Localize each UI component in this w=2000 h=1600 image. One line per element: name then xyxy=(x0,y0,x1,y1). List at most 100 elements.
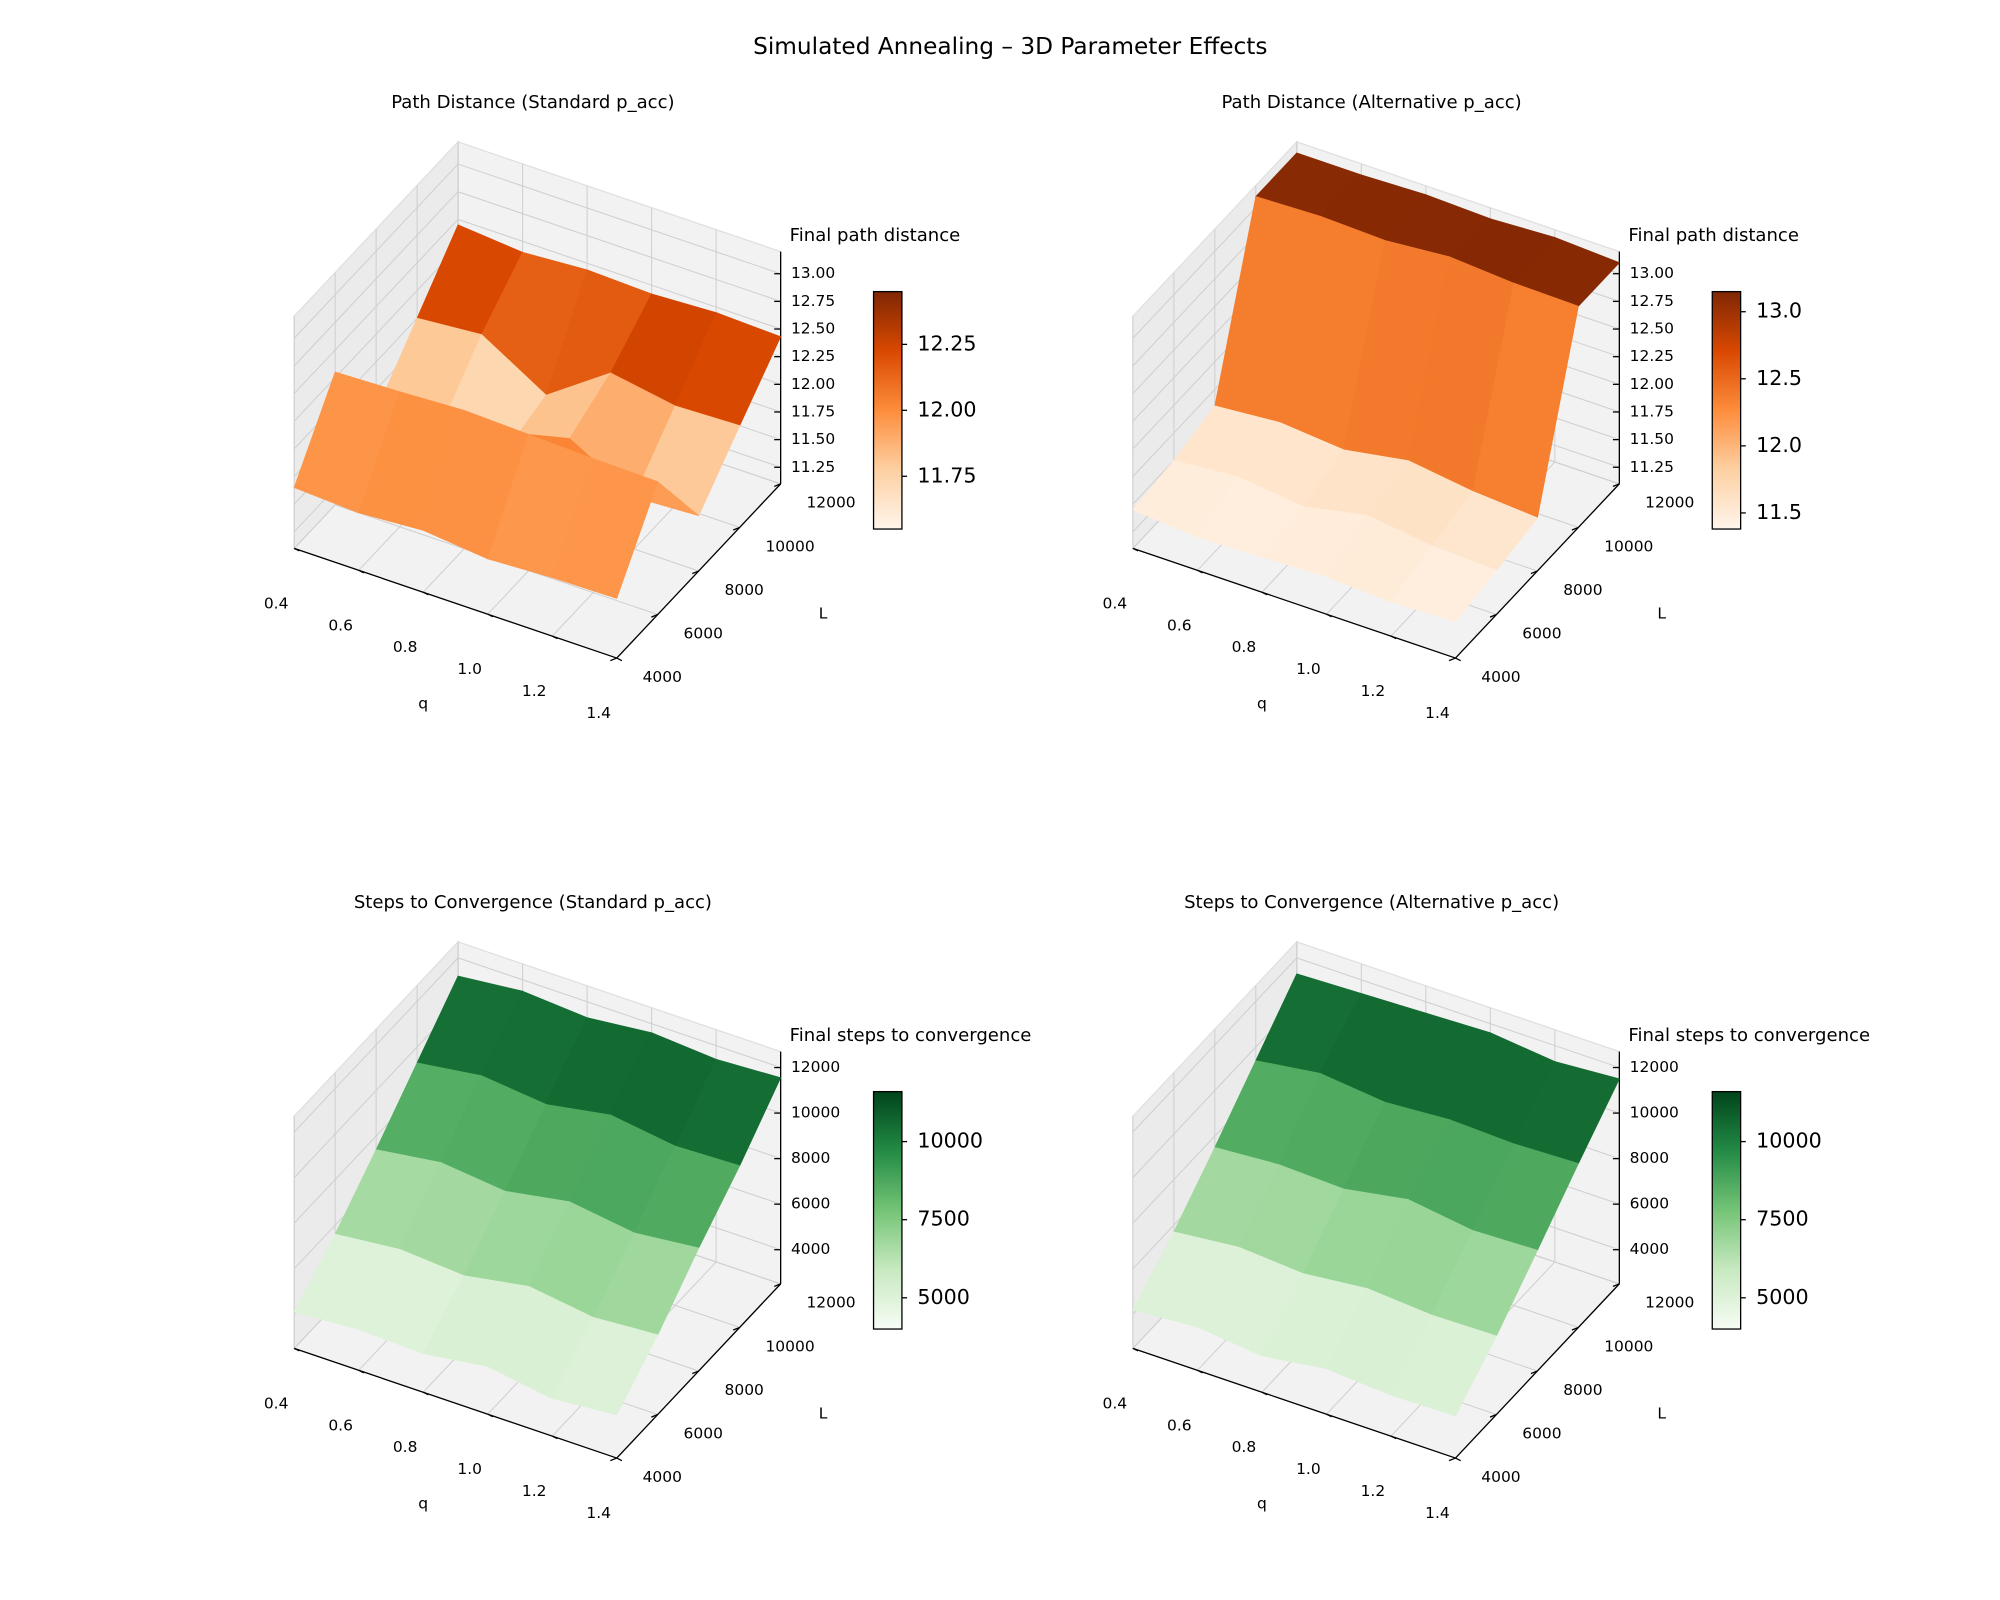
colorbar-tick-label: 12.0 xyxy=(1756,433,1802,457)
z-tick-label: 12.25 xyxy=(791,347,835,365)
x-axis-label: q xyxy=(1257,695,1267,713)
z-tick-label: 12.75 xyxy=(791,292,835,310)
z-tick-label: 6000 xyxy=(1630,1195,1669,1213)
subplot-title: Path Distance (Alternative p_acc) xyxy=(1221,92,1521,113)
y-tick-label: 4000 xyxy=(643,1468,682,1486)
colorbar-tick-label: 5000 xyxy=(917,1285,970,1309)
z-axis-label: Final steps to convergence xyxy=(1628,1025,1870,1046)
colorbar-tick-label: 13.0 xyxy=(1756,299,1802,323)
subplot-title: Steps to Convergence (Alternative p_acc) xyxy=(1184,892,1559,913)
x-tick-label: 0.6 xyxy=(1167,616,1192,634)
y-tick-label: 10000 xyxy=(765,537,814,555)
tick-mark xyxy=(616,657,623,662)
y-axis-label: L xyxy=(819,604,828,622)
z-tick-label: 12.50 xyxy=(791,320,835,338)
z-tick-label: 6000 xyxy=(791,1195,830,1213)
y-tick-label: 6000 xyxy=(1522,624,1561,642)
x-tick-label: 0.6 xyxy=(328,1416,353,1434)
axis-line xyxy=(616,1283,782,1459)
colorbar-tick-label: 10000 xyxy=(917,1129,983,1153)
tick-mark xyxy=(1455,1457,1461,1462)
z-tick-label: 4000 xyxy=(1630,1240,1669,1258)
y-tick-label: 4000 xyxy=(1481,1468,1520,1486)
y-tick-label: 6000 xyxy=(684,624,723,642)
axis-line xyxy=(293,547,617,659)
y-tick-label: 12000 xyxy=(1645,494,1694,512)
y-tick-label: 12000 xyxy=(806,1294,855,1312)
x-axis-label: q xyxy=(418,1495,428,1513)
grid-line xyxy=(457,191,781,302)
x-tick-label: 1.0 xyxy=(457,660,482,678)
colorbar-tick-label: 10000 xyxy=(1756,1129,1822,1153)
grid-line xyxy=(293,1003,459,1178)
y-tick-label: 4000 xyxy=(1481,668,1520,686)
x-axis-label: q xyxy=(418,695,428,713)
axis-line xyxy=(1455,1283,1620,1459)
tick-mark xyxy=(1455,657,1461,662)
surface-cell xyxy=(551,458,659,599)
z-tick-label: 12000 xyxy=(1630,1058,1679,1076)
y-tick-label: 10000 xyxy=(1604,537,1653,555)
z-tick-label: 11.75 xyxy=(791,402,835,420)
x-tick-label: 1.4 xyxy=(586,704,611,722)
colorbar xyxy=(872,290,903,530)
axis-line xyxy=(1132,547,1456,659)
axis-line xyxy=(1455,483,1620,659)
z-tick-label: 8000 xyxy=(791,1149,830,1167)
axis-line xyxy=(1132,1347,1456,1459)
z-tick-label: 8000 xyxy=(1630,1149,1669,1167)
surface-cell xyxy=(1390,545,1498,623)
z-tick-label: 11.25 xyxy=(791,458,835,476)
z-axis-label: Final steps to convergence xyxy=(790,1025,1032,1046)
z-tick-label: 12.25 xyxy=(1630,347,1674,365)
grid-line xyxy=(293,191,459,367)
x-tick-label: 1.0 xyxy=(1296,660,1321,678)
x-tick-label: 1.2 xyxy=(522,1482,547,1500)
y-tick-label: 12000 xyxy=(806,494,855,512)
colorbar xyxy=(1711,1090,1742,1330)
y-tick-label: 10000 xyxy=(1604,1337,1653,1355)
y-tick-label: 4000 xyxy=(643,668,682,686)
tick-mark xyxy=(1448,657,1456,662)
x-tick-label: 0.8 xyxy=(393,1438,418,1456)
x-tick-label: 0.8 xyxy=(393,638,418,656)
x-tick-label: 1.2 xyxy=(522,682,547,700)
surface-cell xyxy=(1390,1314,1498,1417)
y-tick-label: 6000 xyxy=(684,1424,723,1442)
surface-cell xyxy=(551,1316,659,1416)
y-axis-label: L xyxy=(1657,604,1666,622)
y-tick-label: 12000 xyxy=(1645,1294,1694,1312)
colorbar-tick-label: 11.75 xyxy=(917,463,976,487)
tick-mark xyxy=(616,1457,623,1462)
colorbar-tick-label: 5000 xyxy=(1756,1285,1809,1309)
z-tick-label: 10000 xyxy=(1630,1104,1679,1122)
colorbar-tick-label: 11.5 xyxy=(1756,500,1802,524)
z-axis-label: Final path distance xyxy=(790,225,961,246)
y-tick-label: 8000 xyxy=(725,1381,764,1399)
y-tick-label: 6000 xyxy=(1522,1424,1561,1442)
grid-line xyxy=(1296,957,1620,1069)
z-tick-label: 11.75 xyxy=(1630,402,1674,420)
x-tick-label: 1.4 xyxy=(1425,1504,1450,1522)
x-tick-label: 0.4 xyxy=(264,1394,289,1412)
tick-mark xyxy=(1448,1457,1456,1462)
grid-line xyxy=(1132,957,1298,1133)
colorbar xyxy=(1711,290,1742,530)
x-tick-label: 1.4 xyxy=(1425,704,1450,722)
z-tick-label: 10000 xyxy=(791,1104,840,1122)
colorbar xyxy=(872,1090,903,1330)
x-tick-label: 0.4 xyxy=(1103,594,1128,612)
z-tick-label: 11.50 xyxy=(1630,430,1674,448)
axis-line xyxy=(293,1347,617,1459)
y-tick-label: 10000 xyxy=(765,1337,814,1355)
y-axis-label: L xyxy=(819,1404,828,1422)
z-tick-label: 12000 xyxy=(791,1058,840,1076)
z-tick-label: 11.50 xyxy=(791,430,835,448)
z-tick-label: 11.25 xyxy=(1630,458,1674,476)
y-tick-label: 8000 xyxy=(1563,581,1602,599)
tick-mark xyxy=(610,1457,618,1462)
subplot-title: Steps to Convergence (Standard p_acc) xyxy=(354,892,712,913)
grid-line xyxy=(457,163,781,275)
grid-line xyxy=(293,957,459,1133)
z-tick-label: 13.00 xyxy=(1630,264,1674,282)
